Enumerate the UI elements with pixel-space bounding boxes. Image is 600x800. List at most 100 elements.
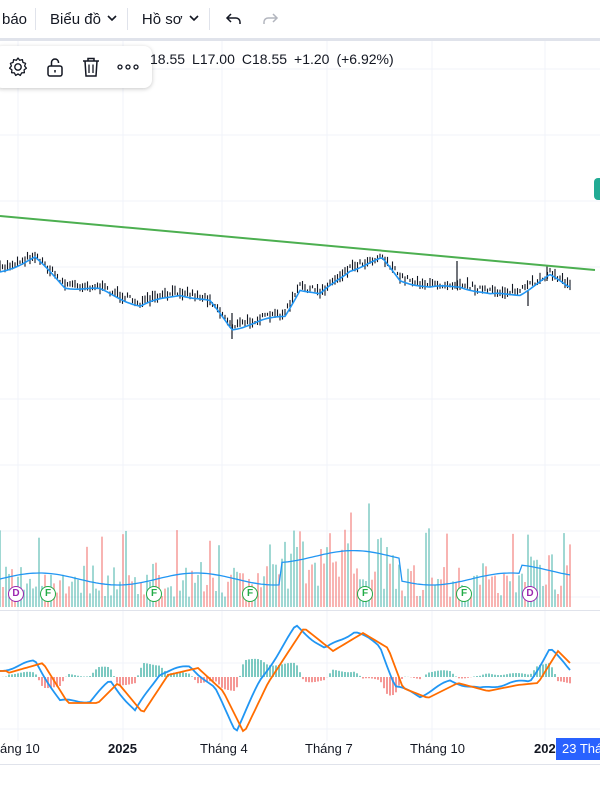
macd-hist-bar xyxy=(518,673,520,677)
macd-hist-bar xyxy=(386,677,388,694)
macd-hist-bar xyxy=(383,677,385,689)
toolbar-divider xyxy=(35,8,37,30)
time-axis[interactable]: áng 10 2025 Tháng 4 Tháng 7 Tháng 10 202 xyxy=(0,735,600,761)
macd-hist-bar xyxy=(500,675,502,677)
macd-hist-bar xyxy=(158,665,160,677)
macd-hist-bar xyxy=(68,674,70,677)
macd-hist-bar xyxy=(14,673,16,677)
macd-hist-bar xyxy=(323,677,325,681)
redo-button[interactable] xyxy=(252,0,288,38)
macd-hist-bar xyxy=(389,677,391,696)
x-tick-label: Tháng 10 xyxy=(410,741,465,756)
profile-menu-button[interactable]: Hồ sơ xyxy=(128,0,209,38)
price-chart[interactable] xyxy=(0,41,600,771)
macd-hist-bar xyxy=(272,665,274,677)
dividend-marker[interactable]: D xyxy=(522,586,538,602)
macd-hist-bar xyxy=(290,662,292,677)
macd-hist-bar xyxy=(533,670,535,677)
macd-hist-bar xyxy=(368,677,370,679)
macd-hist-bar xyxy=(293,662,295,677)
macd-hist-bar xyxy=(521,673,523,677)
macd-hist-bar xyxy=(254,658,256,677)
macd-hist-bar xyxy=(212,677,214,681)
macd-hist-bar xyxy=(560,677,562,682)
dividend-marker[interactable]: D xyxy=(8,586,24,602)
macd-hist-bar xyxy=(128,677,130,685)
macd-hist-bar xyxy=(305,677,307,682)
macd-hist-bar xyxy=(44,677,46,688)
lock-button[interactable] xyxy=(40,52,70,82)
chevron-down-icon xyxy=(107,14,117,25)
x-tick-label: áng 10 xyxy=(0,741,40,756)
macd-hist-bar xyxy=(350,672,352,677)
macd-hist-bar xyxy=(485,673,487,677)
macd-hist-bar xyxy=(398,677,400,686)
alerts-menu-label: báo xyxy=(2,10,28,28)
financials-marker[interactable]: F xyxy=(357,586,373,602)
macd-hist-bar xyxy=(479,675,481,677)
chevron-down-icon xyxy=(189,14,199,25)
alerts-menu[interactable]: báo xyxy=(0,0,35,38)
chart-menu-button[interactable]: Biểu đồ xyxy=(36,0,127,38)
macd-hist-bar xyxy=(431,671,433,677)
macd-hist-bar xyxy=(497,675,499,677)
macd-hist-bar xyxy=(143,663,145,677)
macd-hist-bar xyxy=(527,674,529,677)
macd-hist-bar xyxy=(374,677,376,680)
macd-hist-bar xyxy=(401,677,403,679)
price-bars xyxy=(0,251,571,339)
macd-hist-bar xyxy=(284,663,286,677)
more-options-button[interactable] xyxy=(113,52,143,82)
macd-hist-bar xyxy=(542,664,544,677)
financials-marker[interactable]: F xyxy=(242,586,258,602)
macd-hist-bar xyxy=(173,672,175,677)
macd-hist-bar xyxy=(188,673,190,677)
undo-icon xyxy=(225,13,241,24)
macd-hist-bar xyxy=(35,674,37,677)
macd-hist-bar xyxy=(179,672,181,677)
price-scale-tab[interactable] xyxy=(594,178,600,200)
macd-hist-bar xyxy=(95,669,97,677)
macd-hist-bar xyxy=(113,676,115,677)
financials-marker[interactable]: F xyxy=(146,586,162,602)
ohlc-value-partial: 18.55 xyxy=(150,51,186,67)
volume-bars xyxy=(0,503,571,607)
bottom-border xyxy=(0,764,600,765)
macd-hist-bar xyxy=(440,670,442,677)
financials-marker[interactable]: F xyxy=(456,586,472,602)
trend-line xyxy=(0,215,596,271)
macd-hist-bar xyxy=(224,677,226,690)
ohlc-change: +1.20 xyxy=(294,51,330,67)
undo-button[interactable] xyxy=(216,0,252,38)
macd-hist-bar xyxy=(569,677,571,684)
macd-hist-bar xyxy=(539,664,541,677)
x-tick-label: Tháng 4 xyxy=(200,741,248,756)
toolbar-divider xyxy=(126,8,128,30)
macd-hist-bar xyxy=(59,677,61,686)
financials-marker[interactable]: F xyxy=(40,586,56,602)
macd-hist-bar xyxy=(236,677,238,688)
macd-hist-bar xyxy=(185,672,187,677)
macd-hist-bar xyxy=(260,660,262,677)
macd-hist-bar xyxy=(359,675,361,677)
macd-hist-bar xyxy=(98,667,100,677)
macd-hist-bar xyxy=(86,676,88,677)
unlock-icon xyxy=(47,58,63,77)
macd-hist-bar xyxy=(443,670,445,677)
macd-hist-bar xyxy=(530,673,532,677)
macd-hist-bar xyxy=(137,675,139,677)
crosshair-date-label: 23 Thá xyxy=(556,738,600,760)
macd-hist-bar xyxy=(335,670,337,677)
delete-button[interactable] xyxy=(76,52,106,82)
macd-hist-bar xyxy=(356,673,358,677)
macd-hist-bar xyxy=(269,665,271,677)
macd-hist-bar xyxy=(425,674,427,677)
macd-hist-bar xyxy=(206,677,208,682)
moving-average-line xyxy=(0,256,571,331)
macd-hist-bar xyxy=(125,677,127,685)
settings-button[interactable] xyxy=(3,52,33,82)
pane-divider[interactable] xyxy=(0,610,600,611)
macd-hist-bar xyxy=(17,673,19,677)
macd-hist-bar xyxy=(551,667,553,677)
macd-hist-bar xyxy=(341,671,343,677)
